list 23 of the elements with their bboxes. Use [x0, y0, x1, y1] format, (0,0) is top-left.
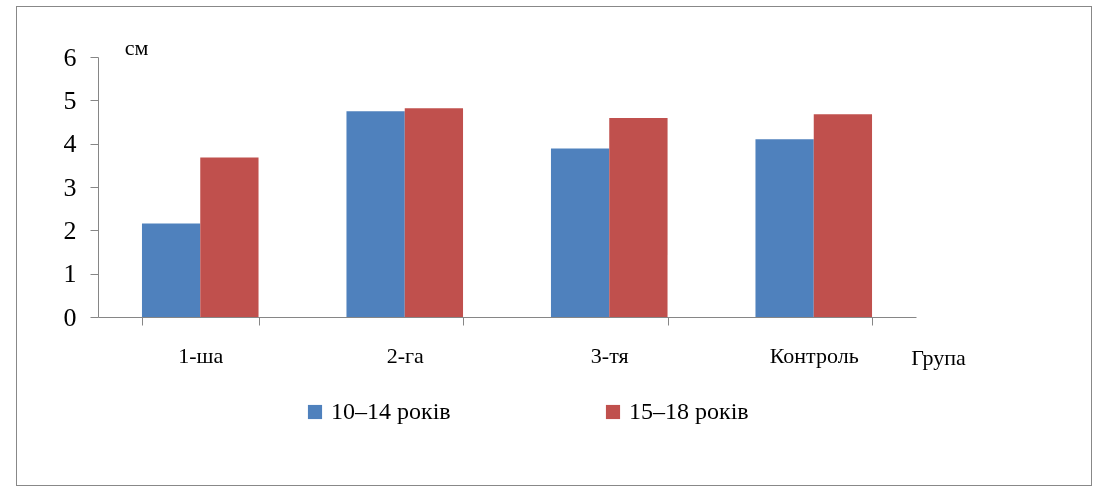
bar	[346, 111, 405, 317]
x-axis-title: Група	[911, 344, 967, 370]
bar	[404, 108, 464, 317]
y-tick-label: 6	[63, 42, 77, 72]
x-tick-label: Контроль	[769, 342, 859, 368]
y-tick-label: 3	[63, 172, 77, 202]
bar	[550, 148, 610, 317]
bar	[141, 223, 201, 317]
y-tick-label: 4	[63, 129, 77, 159]
legend-label: 10–14 років	[331, 398, 451, 424]
bar	[200, 157, 259, 317]
x-tick-label: 2-га	[386, 342, 425, 368]
legend-label: 15–18 років	[629, 398, 749, 424]
bar	[609, 118, 668, 317]
y-tick-label: 5	[63, 85, 77, 115]
y-axis-title: см	[124, 34, 149, 60]
y-tick-label: 2	[63, 215, 77, 245]
y-tick-label: 1	[63, 259, 77, 289]
bar	[755, 139, 814, 317]
x-tick-label: 3-тя	[590, 342, 629, 368]
bar	[813, 114, 873, 317]
x-tick-label: 1-ша	[178, 342, 224, 368]
y-tick-label: 0	[63, 302, 77, 332]
